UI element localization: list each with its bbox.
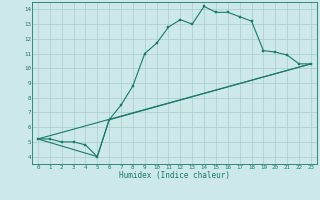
X-axis label: Humidex (Indice chaleur): Humidex (Indice chaleur) <box>119 171 230 180</box>
